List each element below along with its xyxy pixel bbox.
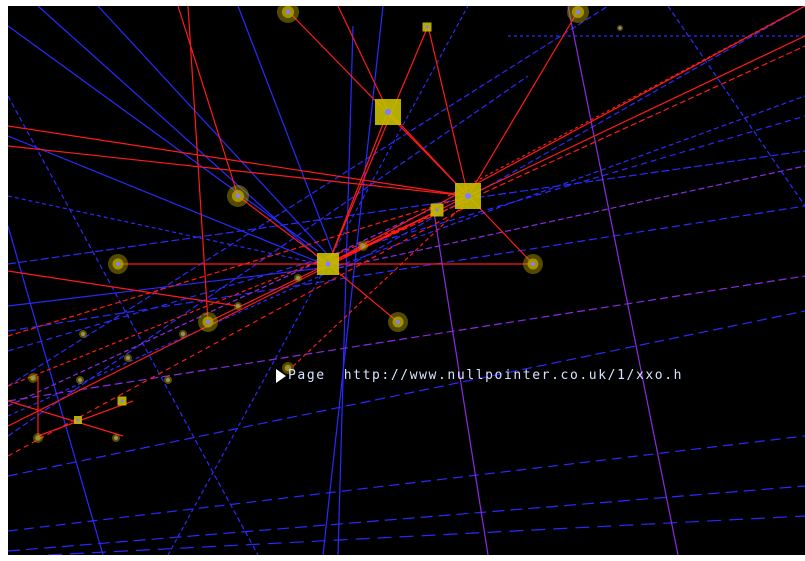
blue-link-line: [8, 25, 319, 252]
link-node[interactable]: [358, 241, 368, 251]
red-link-line: [327, 45, 805, 265]
red-link-line: [327, 25, 429, 265]
red-link-line: [327, 6, 805, 265]
red-link-line: [8, 195, 469, 337]
purple-link-line: [567, 6, 679, 555]
link-node[interactable]: [79, 330, 87, 338]
red-link-line: [187, 6, 209, 323]
node-title: Page: [288, 368, 326, 383]
link-node[interactable]: [277, 6, 299, 23]
page-node[interactable]: [317, 253, 339, 275]
blue-link-line: [8, 310, 805, 477]
link-node[interactable]: [33, 433, 43, 443]
red-link-line: [8, 205, 469, 457]
red-link-line: [447, 6, 805, 197]
red-link-line: [177, 6, 239, 197]
blue-link-line: [97, 6, 339, 267]
link-node[interactable]: [198, 312, 218, 332]
purple-link-line: [337, 165, 805, 269]
blue-link-line: [8, 135, 329, 267]
blue-link-line: [8, 150, 805, 265]
link-node[interactable]: [567, 6, 589, 23]
red-link-line: [287, 200, 469, 372]
blue-link-line: [8, 225, 104, 555]
blue-link-line: [8, 267, 339, 417]
link-node[interactable]: [179, 330, 187, 338]
red-link-line: [327, 110, 389, 265]
red-link-line: [337, 6, 389, 112]
blue-link-line: [8, 435, 805, 532]
blue-link-line: [47, 515, 805, 555]
red-link-line: [8, 270, 239, 307]
page-node[interactable]: [74, 416, 82, 424]
pointer-arrow-icon: [276, 369, 286, 383]
graph-viewport[interactable]: Page http://www.nullpointer.co.uk/1/xxo.…: [8, 6, 805, 555]
link-node[interactable]: [164, 376, 172, 384]
link-node[interactable]: [28, 373, 38, 383]
link-node[interactable]: [617, 25, 623, 31]
page-node[interactable]: [455, 183, 481, 209]
page-node[interactable]: [117, 396, 127, 406]
blue-link-line: [8, 75, 529, 437]
red-link-line: [327, 263, 399, 323]
page-node[interactable]: [422, 22, 432, 32]
red-link-line: [8, 210, 439, 427]
red-link-line: [467, 10, 579, 197]
node-label: Page http://www.nullpointer.co.uk/1/xxo.…: [276, 368, 683, 384]
red-link-line: [207, 263, 329, 323]
page-node[interactable]: [430, 203, 444, 217]
blue-link-line: [237, 6, 339, 267]
blue-link-line: [322, 6, 384, 555]
link-node[interactable]: [108, 254, 128, 274]
link-node[interactable]: [76, 376, 84, 384]
red-link-line: [8, 125, 469, 197]
page-node[interactable]: [375, 99, 401, 125]
link-node[interactable]: [234, 302, 242, 310]
blue-link-line: [8, 6, 609, 387]
blue-link-line: [8, 115, 805, 352]
red-link-line: [8, 145, 469, 197]
blue-link-line: [347, 6, 805, 267]
blue-link-line: [167, 6, 469, 555]
purple-link-line: [8, 275, 805, 402]
blue-link-line: [8, 195, 339, 269]
red-link-line: [467, 35, 805, 197]
link-node[interactable]: [124, 354, 132, 362]
purple-link-line: [8, 205, 439, 407]
link-node[interactable]: [227, 185, 249, 207]
link-graph-scene[interactable]: [8, 6, 805, 555]
red-link-line: [427, 25, 469, 197]
blue-link-line: [667, 6, 805, 207]
blue-link-line: [337, 95, 805, 267]
red-link-line: [8, 200, 469, 387]
link-node[interactable]: [294, 274, 302, 282]
node-url: http://www.nullpointer.co.uk/1/xxo.h: [343, 368, 684, 383]
blue-link-line: [8, 95, 259, 555]
red-link-line: [8, 400, 124, 437]
link-node[interactable]: [112, 434, 120, 442]
link-node[interactable]: [388, 312, 408, 332]
red-link-line: [37, 400, 134, 437]
blue-link-line: [8, 485, 805, 552]
red-link-line: [237, 195, 329, 265]
blue-link-line: [8, 205, 805, 332]
link-node[interactable]: [523, 254, 543, 274]
blue-link-line: [337, 25, 354, 555]
